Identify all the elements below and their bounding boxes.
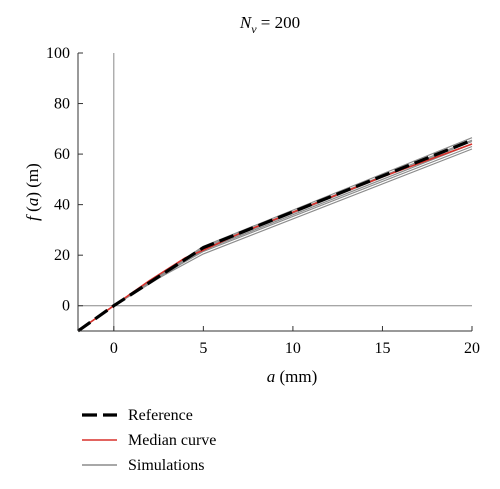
reference-line-group <box>77 138 473 333</box>
x-tick-label: 15 <box>374 340 390 357</box>
median-line-group <box>77 143 473 332</box>
y-tick-label: 80 <box>54 96 70 113</box>
legend-label: Median curve <box>128 432 216 449</box>
y-axis: 0 20 40 60 80 100 <box>46 45 83 331</box>
x-axis-label: a (mm) <box>267 367 318 386</box>
legend: Reference Median curve Simulations <box>82 407 216 474</box>
y-tick-label: 20 <box>54 247 70 264</box>
reference-lines <box>78 53 472 331</box>
simulation-line <box>77 145 473 332</box>
median-curve-line <box>77 143 473 332</box>
simulation-line <box>77 139 473 332</box>
y-tick-label: 60 <box>54 146 70 163</box>
simulation-line <box>77 148 473 332</box>
y-tick-label: 100 <box>46 45 70 62</box>
legend-label: Reference <box>128 407 193 424</box>
legend-label: Simulations <box>128 457 204 474</box>
y-tick-label: 40 <box>54 197 70 214</box>
x-axis: 0 5 10 15 20 <box>78 326 480 357</box>
x-tick-label: 0 <box>110 340 118 357</box>
x-tick-label: 5 <box>199 340 207 357</box>
simulation-line <box>77 137 473 332</box>
x-tick-label: 10 <box>285 340 301 357</box>
y-axis-label: f (a) (m) <box>23 163 42 221</box>
reference-line <box>77 138 473 333</box>
x-tick-label: 20 <box>464 340 480 357</box>
y-tick-label: 0 <box>62 298 70 315</box>
chart-title: Nv = 200 <box>239 13 300 36</box>
simulation-lines <box>77 137 473 332</box>
